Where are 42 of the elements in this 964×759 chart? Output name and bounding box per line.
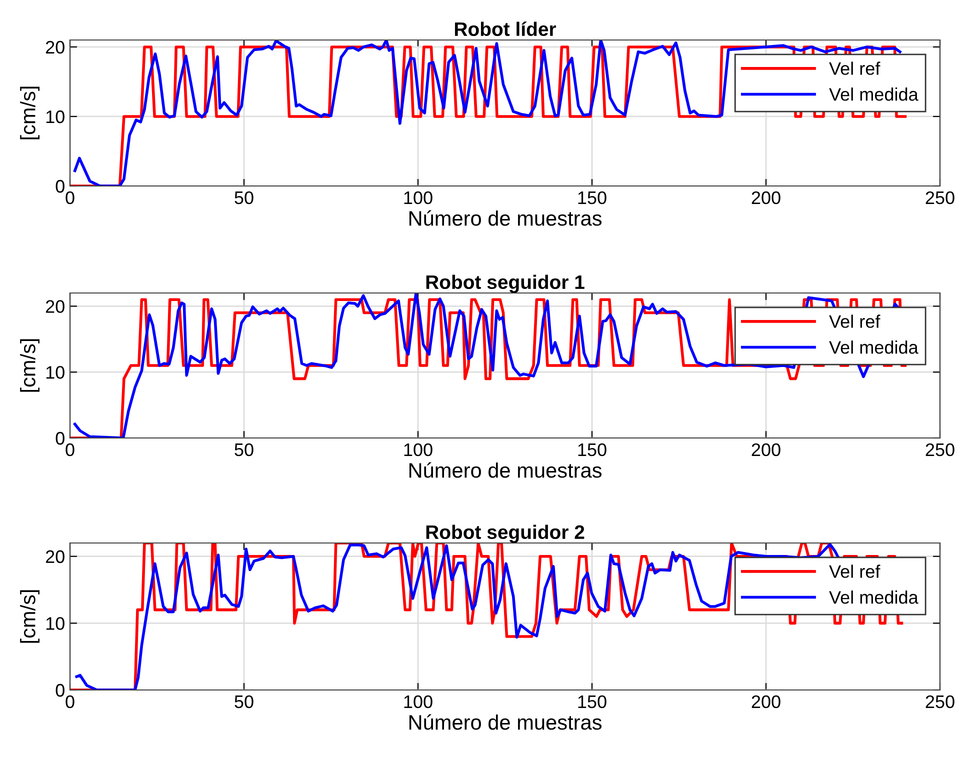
- x-axis-title: Número de muestras: [409, 714, 602, 730]
- x-tick-label: 50: [234, 191, 254, 204]
- x-tick-label: 0: [66, 443, 74, 456]
- y-axis-title: [cm/s]: [20, 86, 40, 140]
- chart-title: Robot líder: [454, 22, 556, 36]
- legend-label: Vel ref: [829, 564, 880, 578]
- chart-title: Robot seguidor 2: [426, 524, 584, 543]
- x-tick-label: 150: [578, 443, 606, 456]
- chart-title: Robot seguidor 1: [426, 274, 584, 293]
- y-axis-title: [cm/s]: [20, 590, 40, 643]
- x-tick-label: 100: [404, 443, 432, 456]
- x-tick-label: 0: [66, 191, 74, 204]
- y-tick-label: 0: [56, 684, 64, 697]
- x-axis-title: Número de muestras: [409, 462, 602, 478]
- legend-label: Vel medida: [829, 340, 918, 354]
- legend-label: Vel medida: [829, 88, 918, 101]
- y-tick-label: 0: [56, 432, 64, 445]
- x-tick-label: 100: [404, 695, 432, 708]
- y-tick-label: 10: [46, 366, 64, 379]
- y-tick-label: 20: [46, 550, 64, 564]
- x-tick-label: 200: [752, 695, 780, 708]
- y-tick-label: 20: [46, 300, 64, 313]
- y-axis-title: [cm/s]: [20, 339, 40, 392]
- x-tick-label: 150: [578, 695, 606, 708]
- y-tick-label: 10: [46, 110, 64, 124]
- x-tick-label: 250: [926, 695, 954, 708]
- x-tick-label: 150: [578, 191, 606, 204]
- x-tick-label: 250: [926, 191, 954, 204]
- x-tick-label: 100: [404, 191, 432, 204]
- x-tick-label: 200: [752, 191, 780, 204]
- x-tick-label: 200: [752, 443, 780, 456]
- y-tick-label: 0: [56, 180, 64, 193]
- x-axis-title: Número de muestras: [409, 210, 602, 226]
- legend-label: Vel ref: [829, 314, 880, 328]
- y-tick-label: 20: [46, 40, 64, 54]
- x-tick-label: 50: [234, 443, 254, 456]
- legend-label: Vel medida: [829, 590, 918, 604]
- x-tick-label: 250: [926, 443, 954, 456]
- y-tick-label: 10: [46, 617, 64, 630]
- x-tick-label: 50: [234, 695, 254, 708]
- legend-label: Vel ref: [829, 62, 880, 75]
- x-tick-label: 0: [66, 695, 74, 708]
